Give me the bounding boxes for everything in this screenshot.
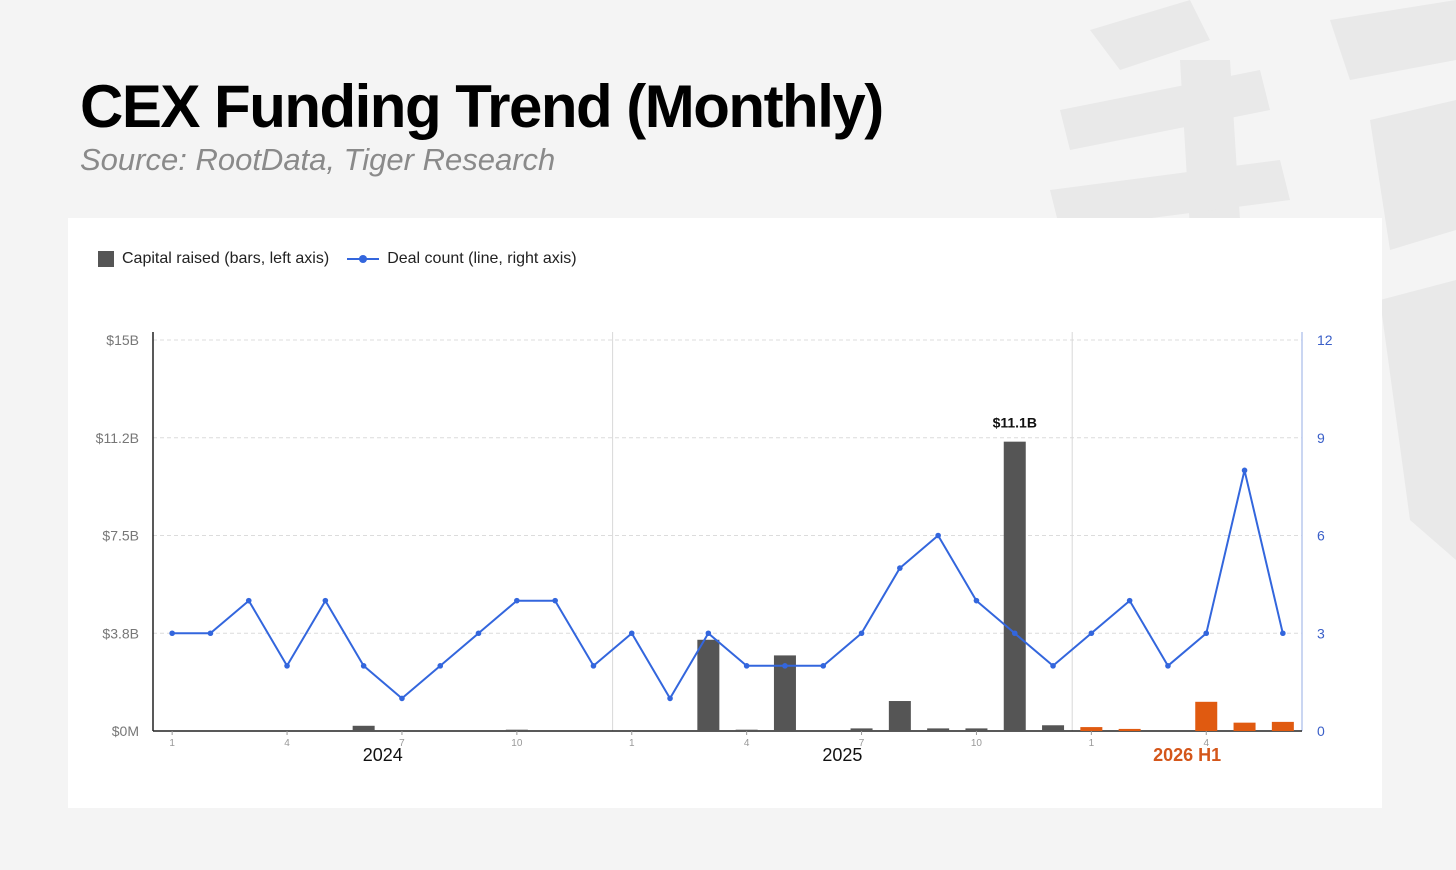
left-axis-tick-label: $7.5B — [102, 528, 139, 544]
watermark-logo — [1050, 0, 1456, 560]
deal-count-point — [1011, 630, 1018, 637]
deal-count-point — [743, 663, 750, 669]
left-axis-tick-label: $11.2B — [96, 430, 139, 446]
bar-2026 — [1271, 721, 1294, 731]
left-axis-tick-label: $0M — [112, 723, 139, 739]
left-axis-tick-label: $15B — [106, 332, 139, 348]
bar — [505, 729, 528, 731]
bar — [888, 701, 911, 731]
right-axis-tick-label: 6 — [1317, 528, 1325, 544]
bar — [850, 728, 873, 731]
legend-bar-swatch — [98, 251, 114, 267]
year-label-2026: 2026 H1 — [1153, 745, 1221, 765]
bar — [352, 725, 375, 731]
deal-count-point — [245, 597, 252, 604]
deal-count-point — [782, 663, 788, 669]
right-axis-tick-label: 9 — [1317, 430, 1325, 446]
deal-count-point — [514, 597, 520, 604]
bar — [1042, 725, 1065, 731]
page-title: CEX Funding Trend (Monthly) — [80, 73, 884, 140]
deal-count-point — [1126, 597, 1133, 604]
deal-count-point — [169, 630, 175, 637]
legend-item-bars[interactable]: Capital raised (bars, left axis) — [98, 250, 329, 268]
deal-count-point — [628, 630, 635, 637]
x-tick-label: 4 — [1203, 738, 1209, 749]
deal-count-point — [1280, 630, 1286, 637]
bar — [697, 639, 720, 731]
deal-count-point — [207, 630, 214, 637]
deal-count-point — [897, 565, 903, 571]
bar — [1003, 441, 1026, 731]
deal-count-point — [475, 630, 482, 637]
deal-count-point — [552, 597, 558, 604]
chart-card: Capital raised (bars, left axis) Deal co… — [68, 218, 1382, 808]
deal-count-point — [590, 663, 597, 669]
bar-2026 — [1118, 728, 1141, 731]
x-tick-label: 7 — [399, 738, 405, 749]
x-tick-label: 7 — [859, 738, 865, 749]
x-tick-label: 4 — [744, 738, 750, 749]
deal-count-point — [820, 663, 827, 669]
chart-legend: Capital raised (bars, left axis) Deal co… — [98, 250, 595, 268]
deal-count-point — [858, 630, 865, 637]
bar-value-annotation: $11.1B — [993, 415, 1037, 431]
bar-2026 — [1080, 727, 1103, 731]
bar — [773, 655, 796, 731]
bar — [965, 728, 988, 731]
deal-count-point — [399, 695, 405, 702]
legend-line-swatch — [347, 253, 380, 265]
deal-count-point — [667, 695, 673, 702]
legend-item-line[interactable]: Deal count (line, right axis) — [347, 250, 577, 268]
x-tick-label: 10 — [511, 738, 523, 749]
year-label: 2025 — [822, 745, 862, 765]
deal-count-point — [322, 597, 329, 604]
deal-count-line — [172, 469, 1284, 700]
deal-count-point — [284, 663, 290, 669]
bar-2026 — [1195, 701, 1218, 731]
deal-count-point — [1088, 630, 1095, 637]
x-tick-label: 10 — [971, 738, 983, 749]
left-axis-tick-label: $3.8B — [102, 625, 139, 641]
deal-count-point — [973, 597, 980, 604]
legend-bars-label: Capital raised (bars, left axis) — [122, 250, 330, 267]
right-axis-tick-label: 0 — [1317, 723, 1325, 739]
bar — [735, 729, 758, 731]
year-label: 2024 — [363, 745, 403, 765]
deal-count-point — [935, 532, 941, 539]
deal-count-point — [1165, 663, 1171, 669]
deal-count-point — [1241, 467, 1248, 474]
deal-count-point — [705, 630, 712, 637]
x-tick-label: 4 — [284, 738, 290, 749]
page-subtitle: Source: RootData, Tiger Research — [80, 142, 556, 177]
right-axis-tick-label: 12 — [1317, 332, 1333, 348]
legend-line-label: Deal count (line, right axis) — [387, 250, 577, 267]
right-axis-tick-label: 3 — [1317, 625, 1325, 641]
deal-count-point — [360, 663, 367, 669]
bar — [927, 728, 950, 731]
deal-count-point — [1203, 630, 1210, 637]
bar-2026 — [1233, 722, 1256, 731]
x-tick-label: 1 — [169, 738, 175, 749]
x-tick-label: 1 — [1089, 738, 1095, 749]
deal-count-point — [437, 663, 444, 669]
x-tick-label: 1 — [629, 738, 635, 749]
deal-count-point — [1050, 663, 1056, 669]
